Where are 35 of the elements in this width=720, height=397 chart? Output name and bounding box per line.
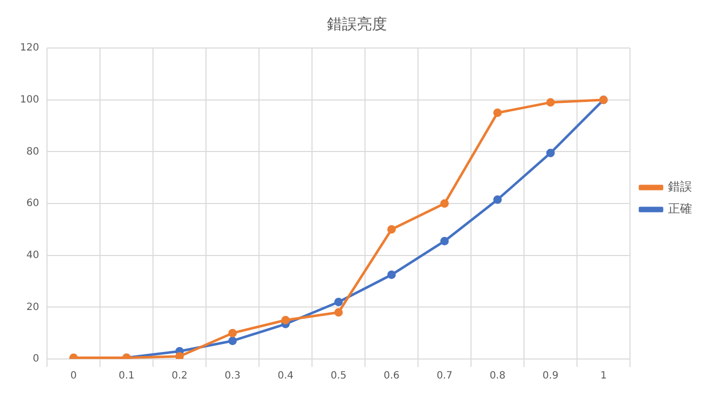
point: [228, 336, 237, 346]
x-tick-label: 0.2: [172, 370, 188, 382]
x-tick-label: 0.8: [490, 370, 506, 382]
legend-label: 錯誤: [668, 180, 692, 194]
x-tick-label: 0.5: [330, 370, 346, 382]
y-tick-label: 20: [26, 302, 40, 313]
point: [175, 352, 184, 359]
x-tick-label: 0.9: [542, 370, 558, 382]
x-tick-label: 0.3: [224, 370, 241, 382]
point: [334, 298, 343, 306]
point: [334, 308, 343, 317]
point: [493, 195, 502, 204]
x-tick-label: 1: [600, 370, 607, 382]
point: [440, 236, 449, 246]
x-tick-label: 0.7: [436, 370, 452, 382]
point: [387, 270, 396, 280]
x-tick-label: 0.1: [118, 370, 135, 382]
y-tick-label: 80: [26, 146, 40, 158]
y-tick-label: 120: [20, 42, 40, 54]
point: [546, 148, 555, 158]
x-tick-label: 0.6: [384, 370, 400, 382]
x-tick-label: 0: [70, 370, 77, 382]
x-tick-label: 0.4: [278, 370, 294, 382]
point: [440, 199, 449, 208]
point: [281, 316, 290, 324]
y-tick-label: 100: [20, 94, 40, 106]
point: [228, 328, 237, 338]
point: [493, 108, 502, 118]
y-tick-label: 40: [26, 250, 40, 261]
legend-label: 正確: [668, 202, 692, 216]
y-tick-label: 60: [26, 198, 40, 210]
point: [546, 98, 555, 107]
point: [387, 225, 396, 234]
y-tick-label: 0: [32, 354, 40, 365]
chart-title: 錯誤亮度: [327, 14, 387, 33]
